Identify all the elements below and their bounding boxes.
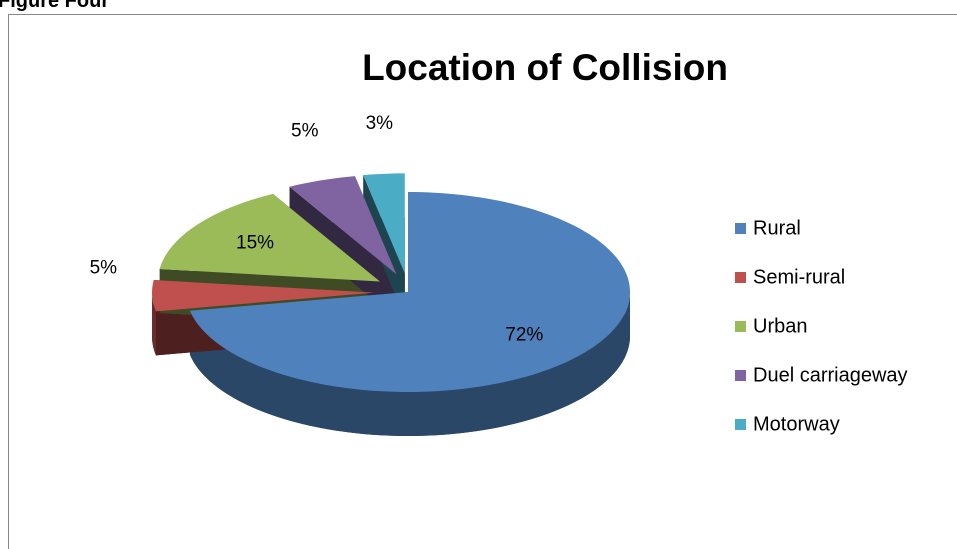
- heading: Figure Four: [0, 0, 109, 12]
- slice: [159, 193, 380, 282]
- legend-swatch: [735, 370, 746, 381]
- legend-label: Motorway: [753, 413, 840, 435]
- legend-label: Semi-rural: [753, 266, 845, 288]
- data-label: 5%: [90, 257, 118, 278]
- slice-side: [152, 292, 156, 356]
- legend-label: Duel carriageway: [753, 364, 908, 386]
- slice: [363, 173, 405, 274]
- legend-swatch: [735, 419, 746, 430]
- legend-label: Rural: [753, 217, 801, 239]
- pie: 72% 5% 15% 5% 3%: [90, 113, 630, 436]
- data-label: 15%: [236, 232, 274, 253]
- data-label: 72%: [505, 324, 543, 345]
- slice-side: [189, 292, 630, 436]
- chart-title: Location of Collision: [362, 47, 728, 88]
- data-label: 5%: [291, 121, 319, 142]
- slice: [152, 280, 375, 312]
- legend-swatch: [735, 272, 746, 283]
- legend: Rural Semi-rural Urban Duel carriageway Moto…: [735, 217, 908, 435]
- slice: [289, 176, 397, 275]
- legend-swatch: [735, 321, 746, 332]
- slice: [189, 192, 630, 392]
- legend-swatch: [735, 223, 746, 234]
- legend-label: Urban: [753, 315, 807, 337]
- data-label: 3%: [366, 113, 394, 134]
